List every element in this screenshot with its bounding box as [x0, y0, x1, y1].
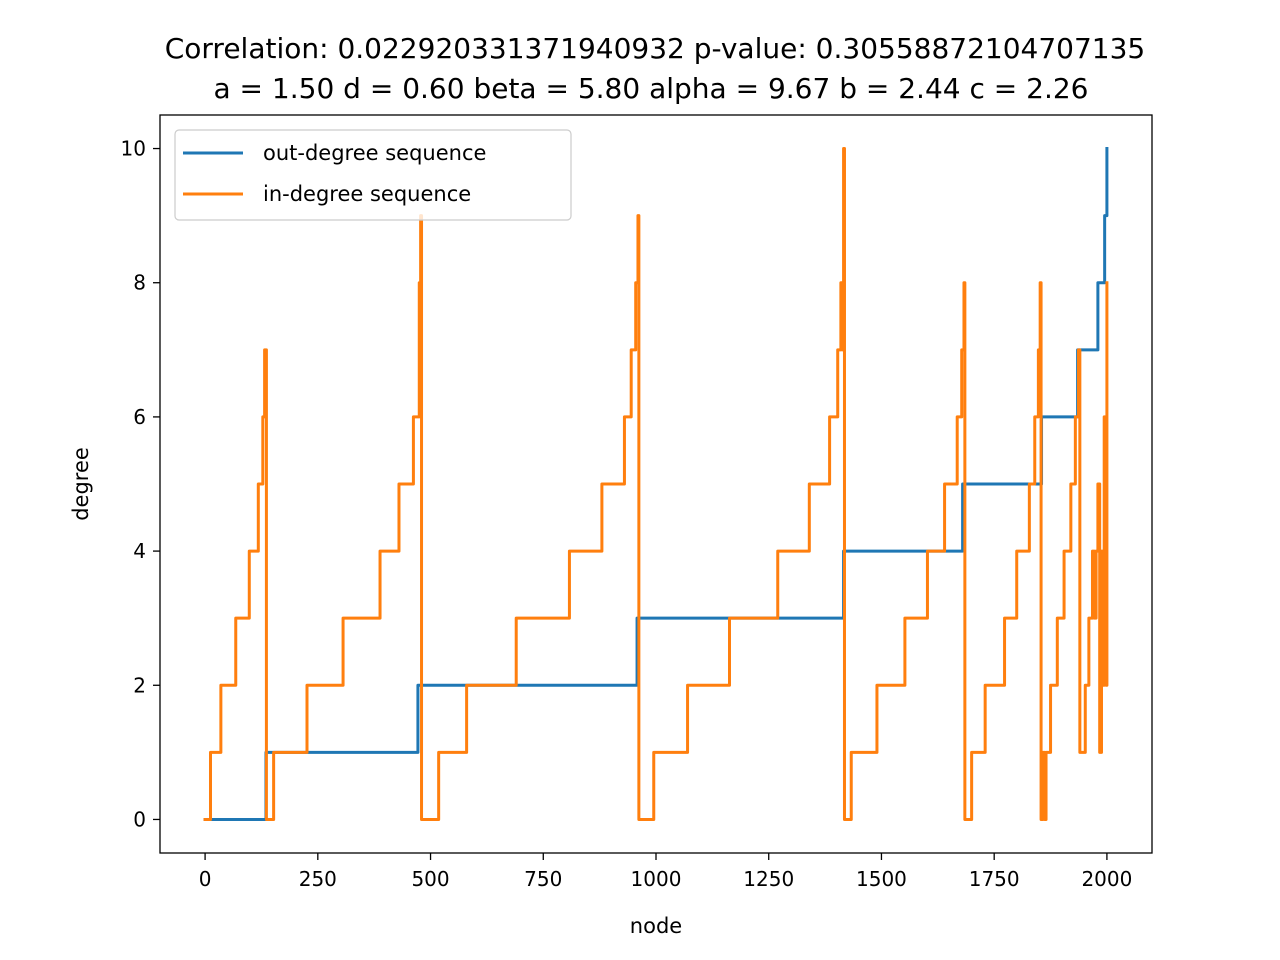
x-tick-label: 750 — [524, 867, 562, 891]
x-tick-label: 1500 — [856, 867, 907, 891]
y-tick-label: 8 — [133, 271, 146, 295]
y-tick-label: 4 — [133, 539, 146, 563]
series-line-out-degree — [203, 147, 1109, 821]
y-tick-label: 2 — [133, 673, 146, 697]
legend-label-in-degree: in-degree sequence — [263, 182, 471, 206]
plot-area — [203, 147, 1109, 821]
x-axis: 0 250 500 750 1000 1250 1500 1750 2000 — [199, 853, 1132, 891]
x-axis-label: node — [630, 914, 682, 938]
series-line-in-degree — [203, 147, 1109, 821]
y-tick-label: 0 — [133, 807, 146, 831]
x-tick-label: 2000 — [1081, 867, 1132, 891]
legend-box — [174, 129, 572, 221]
y-tick-label: 10 — [121, 137, 146, 161]
y-tick-label: 6 — [133, 405, 146, 429]
x-tick-label: 0 — [199, 867, 212, 891]
x-tick-label: 1750 — [969, 867, 1020, 891]
y-axis: 0 2 4 6 8 10 — [121, 137, 160, 831]
x-tick-label: 500 — [411, 867, 449, 891]
chart-subtitle: a = 1.50 d = 0.60 beta = 5.80 alpha = 9.… — [214, 72, 1089, 105]
legend: out-degree sequence in-degree sequence — [174, 129, 572, 221]
x-tick-label: 1000 — [631, 867, 682, 891]
x-tick-label: 250 — [299, 867, 337, 891]
chart-title: Correlation: 0.022920331371940932 p-valu… — [165, 32, 1146, 65]
y-axis-label: degree — [69, 447, 93, 521]
legend-label-out-degree: out-degree sequence — [263, 141, 486, 165]
x-tick-label: 1250 — [743, 867, 794, 891]
